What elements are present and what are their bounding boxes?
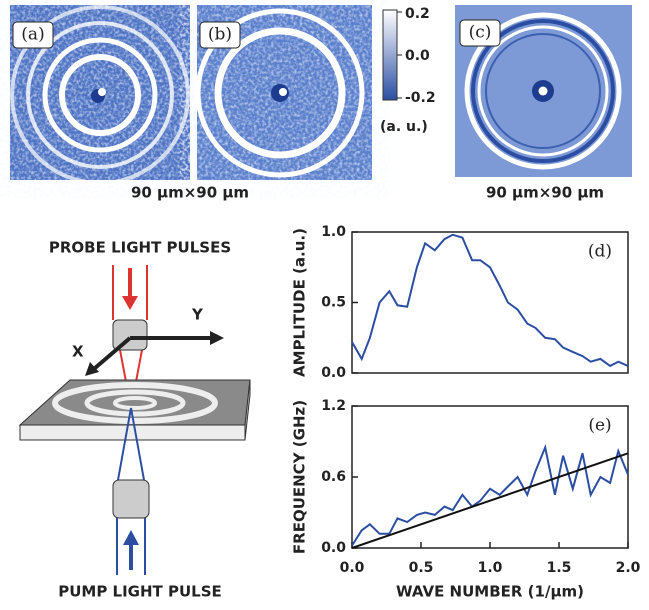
panel-label: (b) (208, 25, 232, 45)
y-axis-label: AMPLITUDE (a.u.) (291, 228, 309, 377)
y-tick-label: 0.0 (321, 365, 346, 381)
panel-label: (d) (588, 242, 612, 262)
panel-label: (a) (21, 25, 44, 45)
colorbar-tick: 0.0 (405, 48, 430, 64)
panel-label: (e) (588, 416, 611, 436)
data-line (351, 452, 629, 549)
x-tick-label: 0.5 (409, 560, 434, 576)
pump-label: PUMP LIGHT PULSE (58, 583, 222, 601)
caption: 90 μm×90 μm (131, 184, 249, 202)
y-tick-label: 0.0 (321, 540, 346, 556)
y-tick-label: 0.6 (321, 469, 346, 485)
y-tick-label: 0.5 (321, 295, 346, 311)
probe-label: PROBE LIGHT PULSES (49, 239, 231, 257)
data-line (351, 233, 629, 368)
caption: 90 μm×90 μm (486, 184, 604, 202)
colorbar-tick: 0.2 (405, 6, 430, 22)
panel-label: (c) (469, 23, 492, 43)
axis-y-label: Y (191, 306, 204, 324)
setup-diagram (18, 265, 251, 575)
y-tick-label: 1.2 (321, 398, 346, 414)
x-axis-label: WAVE NUMBER (1/μm) (396, 583, 584, 601)
x-tick-label: 0.0 (340, 560, 365, 576)
y-tick-label: 1.0 (321, 224, 346, 240)
x-tick-label: 1.5 (547, 560, 572, 576)
colorbar (382, 9, 398, 101)
data-line (351, 443, 629, 547)
x-tick-label: 1.0 (478, 560, 503, 576)
plot-frame (351, 231, 629, 374)
axis-x-label: X (72, 343, 84, 361)
x-tick-label: 2.0 (616, 560, 641, 576)
colorbar-tick: -0.2 (405, 90, 436, 106)
colorbar-unit: (a. u.) (380, 119, 428, 135)
y-axis-label: FREQUENCY (GHz) (291, 400, 309, 554)
